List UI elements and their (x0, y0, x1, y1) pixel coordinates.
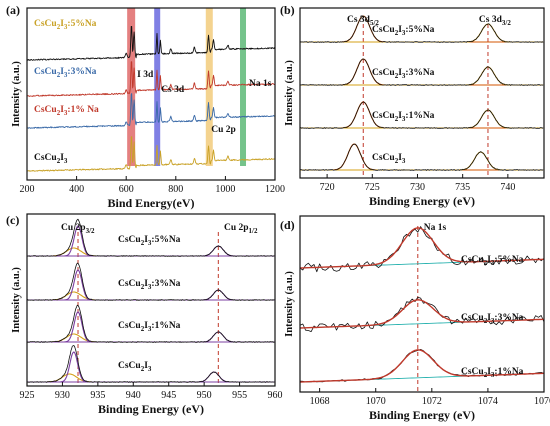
series-label: CsCu2I3:3%Na (461, 313, 524, 325)
peak-label: I 3d (137, 70, 154, 80)
panel-a-frame (26, 7, 276, 181)
panel-label: (c) (6, 213, 19, 227)
x-tick-label: 1070 (366, 396, 386, 407)
x-axis-label: Binding Energy (eV) (369, 194, 475, 208)
y-axis-label: Intensity (a.u.) (284, 271, 295, 337)
fit-peak (300, 143, 544, 171)
series-line (26, 93, 276, 129)
series-line (26, 61, 276, 97)
x-tick-label: 735 (455, 182, 470, 193)
series-label: CsCu2I3:3%Na (118, 279, 181, 291)
x-tick-label: 950 (197, 390, 212, 401)
series-line (300, 143, 544, 171)
x-axis-label: Binding Energy (eV) (369, 408, 475, 422)
panel-label: (b) (280, 3, 295, 17)
peak-label: Cu 2p1/2 (224, 223, 258, 235)
peak-band (154, 8, 161, 166)
panel-d-frame (299, 215, 545, 393)
series-label: CsCu2I3:1%Na (118, 321, 181, 333)
series-label: CsCu2I3:1%Na (461, 367, 524, 379)
panel-d: (d) CsCu2I3:5%Na CsCu2I3:3%Na CsCu2I3:1%Na N… (280, 215, 550, 422)
peak-label: Cu 2p (211, 125, 236, 135)
panel-label: (d) (280, 218, 295, 232)
x-tick-label: 1072 (422, 396, 442, 407)
panel-label: (a) (6, 3, 20, 17)
peak-label: Cs 3d3/2 (479, 15, 511, 27)
x-tick-label: 1068 (310, 396, 330, 407)
series-line (26, 304, 275, 343)
x-tick-label: 720 (320, 182, 335, 193)
x-tick-label: 730 (410, 182, 425, 193)
x-tick-label: 930 (55, 390, 70, 401)
series-label: CsCu2I3:5%Na (118, 235, 181, 247)
x-tick-label: 200 (20, 184, 35, 195)
x-tick-label: 1000 (215, 184, 235, 195)
fit-peak (27, 247, 275, 257)
x-tick-label: 740 (500, 182, 515, 193)
series-line (299, 101, 544, 129)
panel-c: (c) CsCu2I3:5%Na CsCu2I3:3%Na CsCu2I3:1%Na C… (6, 213, 283, 416)
fit-peak (299, 349, 545, 383)
peak-label: Cs 3d5/2 (347, 15, 379, 27)
x-tick-label: 940 (126, 390, 141, 401)
series-label: CsCu2I3 (34, 153, 68, 165)
x-tick-label: 960 (268, 390, 283, 401)
peak-band (127, 8, 136, 166)
fit-peak (27, 291, 275, 301)
series-line (27, 136, 276, 172)
series-line (26, 262, 275, 301)
panel-b: (b) CsCu2I3:5%Na CsCu2I3:3%Na CsCu2I3:1%Na C… (280, 3, 545, 208)
fit-peak (299, 227, 545, 269)
peak-band (240, 8, 247, 166)
series-label: CsCu2I3 (372, 153, 406, 165)
x-tick-label: 935 (90, 390, 105, 401)
series-line (26, 218, 275, 257)
x-tick-label: 1200 (265, 184, 285, 195)
y-axis-label: Intensity (a.u.) (11, 267, 22, 333)
series-line (26, 25, 276, 61)
fit-peak (27, 333, 275, 343)
series-line (299, 348, 545, 383)
fit-peak (299, 299, 545, 329)
x-tick-label: 925 (20, 390, 35, 401)
x-tick-label: 725 (365, 182, 380, 193)
peak-label: Cs 3d (161, 85, 185, 95)
peak-label: Na 1s (249, 79, 272, 89)
fit-peak (27, 331, 275, 343)
series-line (299, 58, 544, 86)
peak-band (205, 8, 213, 166)
peak-label: Cu 2p3/2 (61, 223, 95, 235)
x-tick-label: 945 (161, 390, 176, 401)
x-axis-label: Bind Energy(eV) (108, 196, 195, 210)
x-tick-label: 400 (69, 184, 84, 195)
series-label: CsCu2I3:3%Na (372, 68, 435, 80)
series-line (299, 15, 544, 43)
x-tick-label: 1076 (534, 396, 550, 407)
x-axis-label: Binding Energy (eV) (98, 402, 204, 416)
x-tick-label: 955 (232, 390, 247, 401)
series-label: CsCu2I3:1%Na (372, 111, 435, 123)
x-tick-label: 800 (168, 184, 183, 195)
series-label: CsCu2I3:3%Na (34, 67, 97, 79)
y-axis-label: Intensity (a.u.) (11, 61, 22, 127)
series-line (26, 345, 275, 383)
fit-peak (27, 289, 275, 301)
x-tick-label: 1074 (478, 396, 498, 407)
panel-b-frame (299, 7, 545, 179)
series-label: CsCu2I3:5%Na (372, 25, 435, 37)
series-label: CsCu2I3 (118, 361, 152, 373)
series-label: CsCu2I3:5%Na (461, 255, 524, 267)
fit-peak (300, 151, 544, 171)
y-axis-label: Intensity (a.u.) (284, 60, 295, 126)
panel-c-frame (26, 213, 276, 387)
peak-label: Na 1s (424, 223, 447, 233)
fit-peak (27, 245, 275, 257)
panel-a: (a) CsCu2I3:5%Na CsCu2I3:3%Na CsCu2I3:1% Na… (6, 3, 285, 210)
series-label: CsCu2I3:5%Na (34, 19, 97, 31)
x-tick-label: 600 (119, 184, 134, 195)
series-label: CsCu2I3:1% Na (34, 105, 99, 117)
